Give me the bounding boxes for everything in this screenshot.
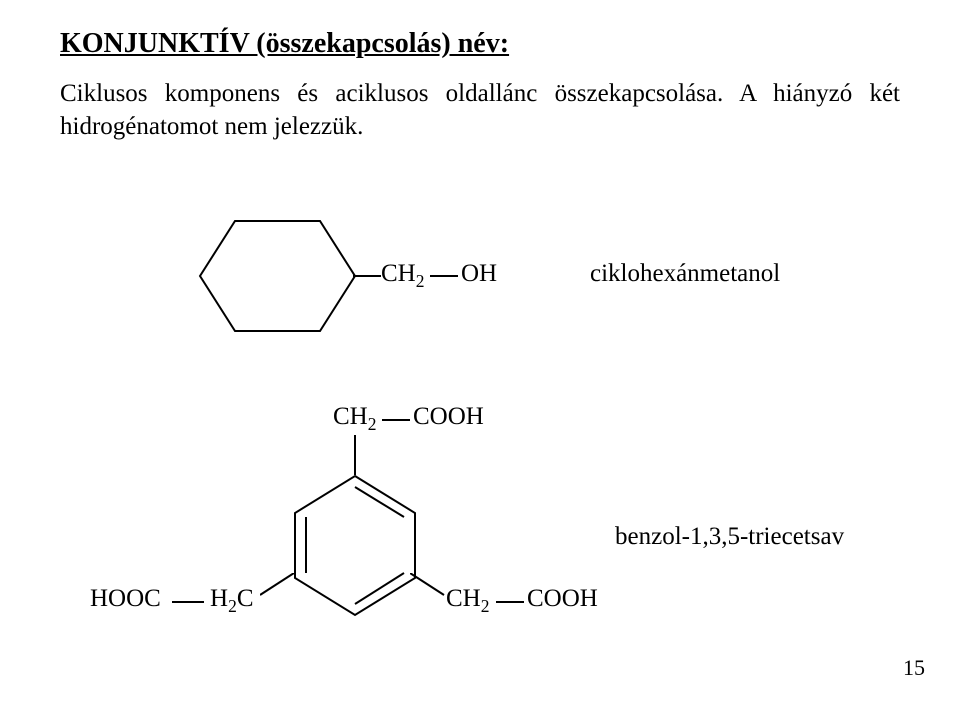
diagram-area: CH2 OH ciklohexánmetanol CH2 COOH: [60, 153, 900, 623]
mol2-br-cooh: COOH: [527, 585, 598, 613]
mol2-bl-hooc: HOOC: [90, 585, 161, 613]
mol2-bl-h2c: H2C: [210, 585, 254, 617]
page-number: 15: [903, 655, 925, 681]
mol2-top-ch2: CH2: [333, 403, 376, 435]
bond-br: [410, 573, 450, 603]
cyclohexane-ring: [195, 211, 365, 341]
paragraph-line1: Ciklusos komponens és aciklusos oldallán…: [60, 80, 900, 107]
bond-top: [350, 435, 360, 475]
mol1-oh: OH: [461, 260, 497, 288]
paragraph-line2: hidrogénatomot nem jelezzük.: [60, 113, 363, 140]
mol2-top-cooh: COOH: [413, 403, 484, 431]
mol1-ch2: CH2: [381, 260, 424, 292]
heading: KONJUNKTÍV (összekapcsolás) név:: [60, 28, 900, 60]
body-paragraph: Ciklusos komponens és aciklusos oldallán…: [60, 78, 900, 143]
mol1-name: ciklohexánmetanol: [590, 260, 780, 288]
bond-bl-hooc: [172, 597, 208, 607]
bond-bl: [260, 573, 300, 603]
mol2-name: benzol-1,3,5-triecetsav: [615, 523, 844, 551]
benzene-ring: [285, 468, 425, 618]
mol2-br-ch2: CH2: [446, 585, 489, 617]
